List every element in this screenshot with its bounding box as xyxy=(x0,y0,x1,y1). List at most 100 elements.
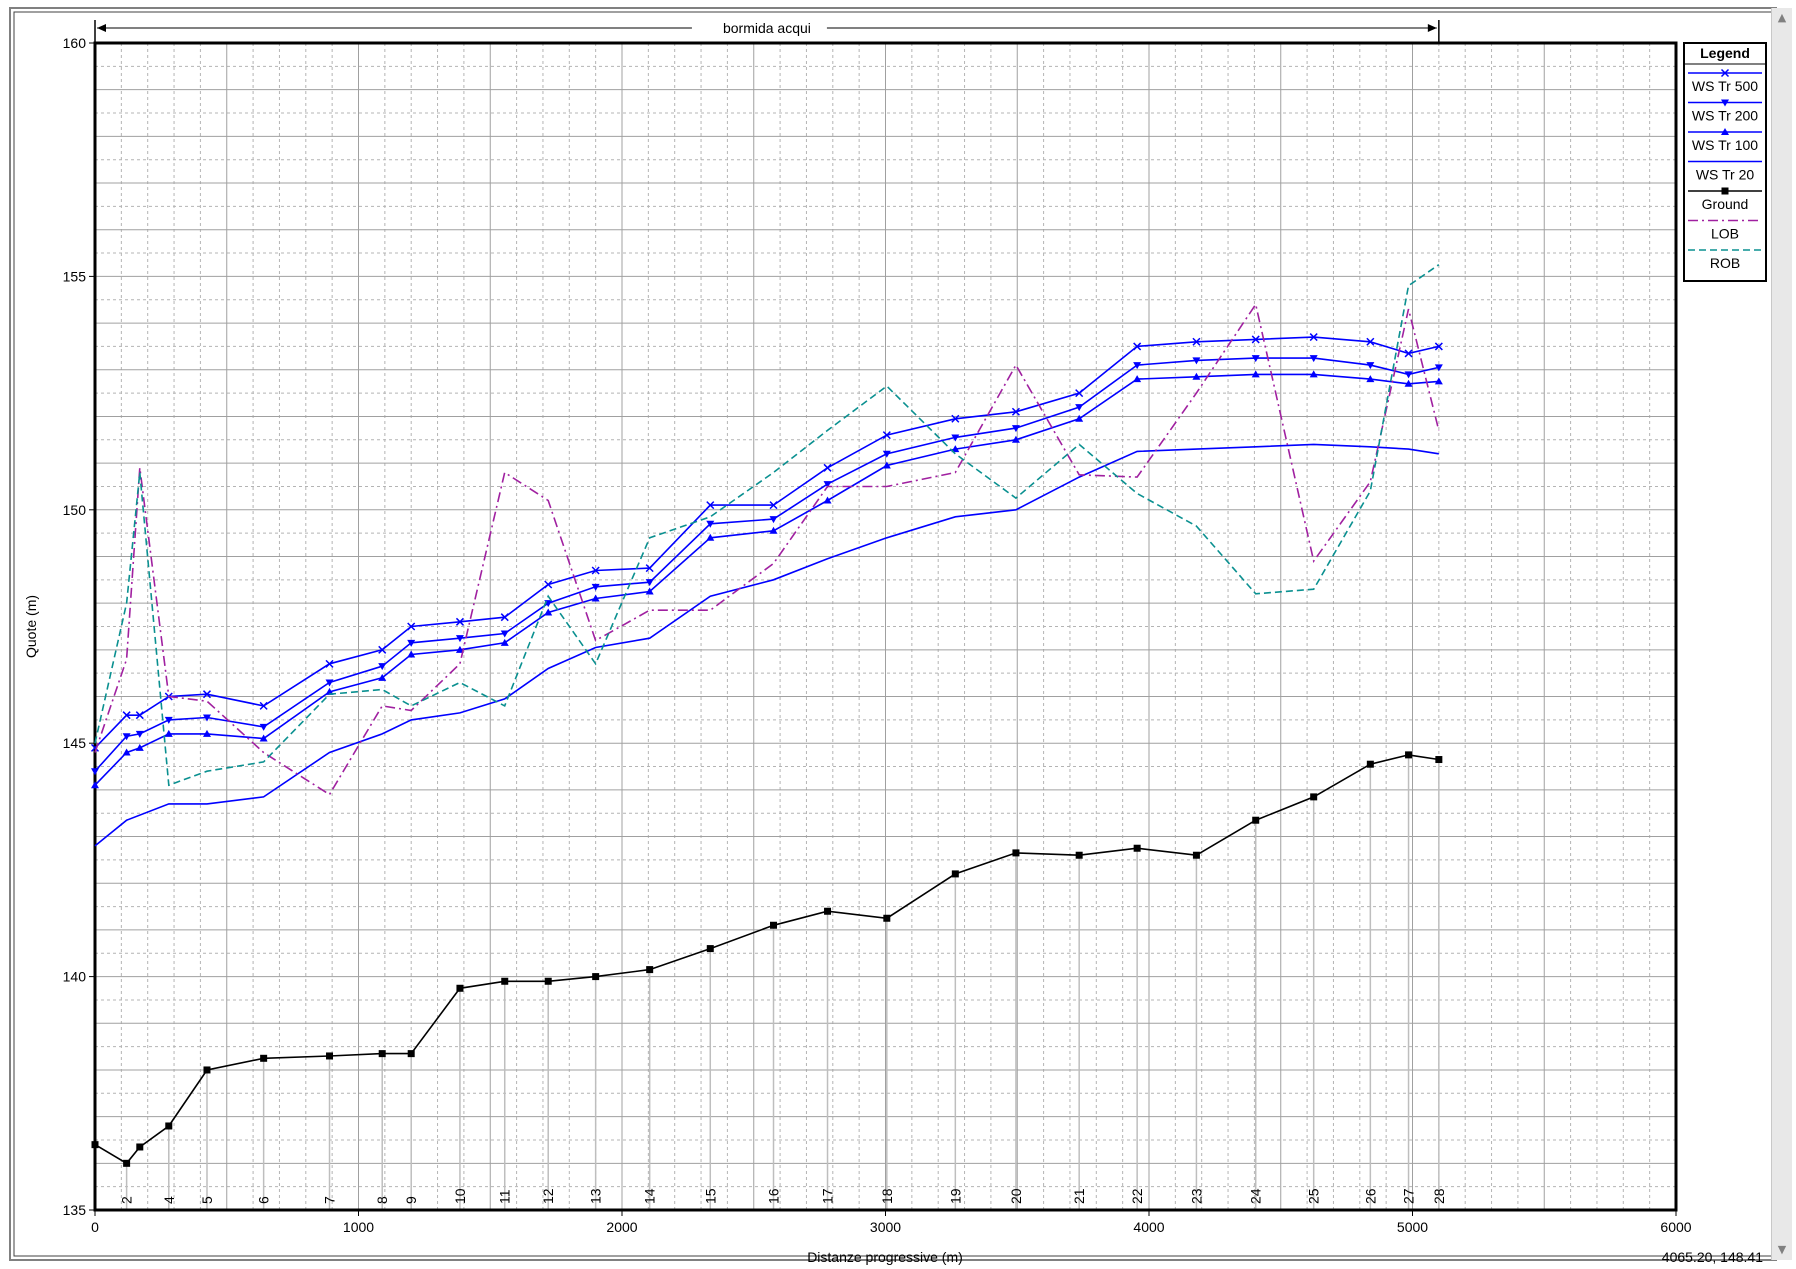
point-ws-tr-100 xyxy=(202,729,211,737)
point-ws-tr-200 xyxy=(378,663,387,671)
point-ws-tr-100 xyxy=(407,650,416,658)
point-ws-tr-100 xyxy=(951,445,960,453)
point-ws-tr-200 xyxy=(1309,355,1318,363)
series-line-ws-tr-500 xyxy=(94,336,1439,749)
x-tick-label: 3000 xyxy=(870,1219,901,1235)
point-ws-tr-200 xyxy=(882,450,891,458)
point-ground xyxy=(544,977,552,985)
station-label: 19 xyxy=(947,1188,963,1204)
coordinate-readout: 4065.20, 148.41 xyxy=(1662,1249,1763,1265)
point-ws-tr-100 xyxy=(1011,435,1020,443)
point-ws-tr-100 xyxy=(706,533,715,541)
station-label: 26 xyxy=(1362,1188,1378,1204)
point-ws-tr-500 xyxy=(706,501,715,510)
point-ground xyxy=(1435,756,1443,764)
point-ws-tr-100 xyxy=(325,687,334,695)
point-ws-tr-100 xyxy=(823,496,832,504)
series-line-lob xyxy=(94,302,1440,796)
point-ws-tr-200 xyxy=(706,520,715,528)
point-ws-tr-100 xyxy=(1075,414,1084,422)
point-ws-tr-100 xyxy=(135,743,144,751)
y-tick-label: 155 xyxy=(63,268,87,284)
station-label: 18 xyxy=(879,1188,895,1204)
x-tick-label: 1000 xyxy=(343,1219,374,1235)
point-ws-tr-200 xyxy=(591,583,600,591)
point-ground xyxy=(770,921,778,929)
point-ws-tr-500 xyxy=(882,431,891,440)
point-ws-tr-200 xyxy=(500,630,509,638)
point-ground xyxy=(501,977,509,985)
point-ground xyxy=(646,966,654,974)
legend-label-ws-tr-500: WS Tr 500 xyxy=(1692,78,1758,94)
point-ground xyxy=(260,1054,268,1062)
point-ground xyxy=(123,1159,131,1167)
station-label: 8 xyxy=(374,1196,390,1204)
point-ground xyxy=(456,984,464,992)
window-inner-border xyxy=(13,11,1773,1257)
legend-label-ws-tr-100: WS Tr 100 xyxy=(1692,137,1758,153)
point-ws-tr-500 xyxy=(1192,337,1201,346)
point-ws-tr-500 xyxy=(591,566,600,575)
legend-marker-ws-tr-100 xyxy=(1721,128,1729,135)
point-ws-tr-500 xyxy=(1075,389,1084,398)
point-ground xyxy=(165,1122,173,1130)
point-ws-tr-500 xyxy=(1404,349,1413,358)
point-ground xyxy=(136,1143,144,1151)
point-ws-tr-500 xyxy=(769,501,778,510)
point-ws-tr-100 xyxy=(544,608,553,616)
point-ws-tr-500 xyxy=(645,564,654,573)
point-ground xyxy=(1075,851,1083,859)
point-ws-tr-500 xyxy=(1011,407,1020,416)
y-tick-label: 150 xyxy=(63,502,87,518)
point-ws-tr-100 xyxy=(1434,377,1443,385)
point-ws-tr-200 xyxy=(325,679,334,687)
station-label: 17 xyxy=(820,1188,836,1204)
point-ws-tr-500 xyxy=(951,414,960,423)
series-line-rob xyxy=(94,264,1440,787)
station-label: 28 xyxy=(1431,1188,1447,1204)
station-label: 23 xyxy=(1188,1188,1204,1204)
point-ground xyxy=(407,1050,415,1058)
series-line-ws-tr-20 xyxy=(94,443,1439,847)
station-label: 22 xyxy=(1129,1188,1145,1204)
point-ground xyxy=(326,1052,334,1060)
legend-label-ws-tr-20: WS Tr 20 xyxy=(1696,167,1755,183)
point-ws-tr-500 xyxy=(407,622,416,631)
point-ws-tr-100 xyxy=(455,645,464,653)
point-ws-tr-100 xyxy=(91,781,99,789)
y-tick-label: 145 xyxy=(63,735,87,751)
point-ground xyxy=(1012,849,1020,857)
point-ws-tr-500 xyxy=(259,701,268,710)
point-ground xyxy=(951,870,959,878)
point-ws-tr-100 xyxy=(1309,370,1318,378)
scroll-up-icon[interactable]: ▲ xyxy=(1777,11,1787,24)
station-label: 7 xyxy=(322,1196,338,1204)
point-ws-tr-200 xyxy=(164,716,173,724)
point-ws-tr-100 xyxy=(500,638,509,646)
station-label: 16 xyxy=(766,1188,782,1204)
point-ws-tr-500 xyxy=(378,645,387,654)
point-ground xyxy=(1252,816,1260,824)
point-ground xyxy=(1133,844,1141,852)
station-label: 15 xyxy=(702,1188,718,1204)
point-ws-tr-200 xyxy=(135,730,144,738)
point-ground xyxy=(1366,760,1374,768)
x-tick-label: 0 xyxy=(91,1219,99,1235)
point-ws-tr-100 xyxy=(769,526,778,534)
y-tick-label: 140 xyxy=(63,969,87,985)
point-ws-tr-200 xyxy=(122,733,131,741)
point-ground xyxy=(592,973,600,981)
point-ws-tr-100 xyxy=(122,748,131,756)
point-ws-tr-500 xyxy=(1309,333,1318,342)
x-axis-label: Distanze progressive (m) xyxy=(807,1249,963,1265)
point-ws-tr-500 xyxy=(135,711,144,720)
point-ground xyxy=(824,907,832,915)
scroll-down-icon[interactable]: ▼ xyxy=(1777,1243,1787,1256)
point-ground xyxy=(1405,751,1413,759)
station-label: 25 xyxy=(1306,1188,1322,1204)
x-tick-label: 2000 xyxy=(606,1219,637,1235)
vertical-scrollbar[interactable]: ▲ ▼ xyxy=(1771,8,1792,1260)
series-line-ws-tr-200 xyxy=(94,357,1439,772)
